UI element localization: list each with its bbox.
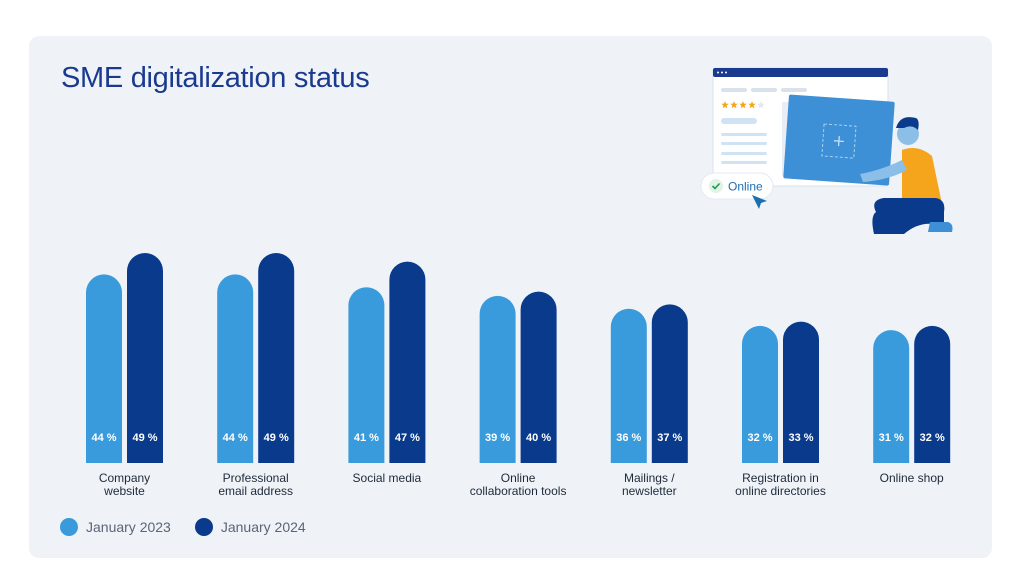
online-badge-label: Online <box>728 180 763 194</box>
legend-swatch-2024 <box>194 518 213 536</box>
bar-value-label-2023-6: 31 % <box>879 432 904 444</box>
legend-item-2024: January 2024 <box>194 518 306 536</box>
star-icon <box>757 101 765 109</box>
bar-2024-5 <box>783 321 819 463</box>
bar-value-label-2024-3: 40 % <box>526 432 551 444</box>
star-icon <box>748 101 756 109</box>
bar-value-label-2023-1: 44 % <box>223 432 248 444</box>
star-icon <box>721 101 729 109</box>
bar-2023-2 <box>348 287 385 463</box>
bar-2024-4 <box>651 304 688 463</box>
legend-label-2024: January 2024 <box>220 519 306 535</box>
bar-2024-2 <box>389 261 426 463</box>
bar-2024-0 <box>127 253 163 463</box>
category-label-4: Mailings / newsletter <box>621 471 677 498</box>
category-label-0: Company website <box>98 471 151 498</box>
category-label-3: Online collaboration tools <box>469 471 567 498</box>
bar-value-label-2024-4: 37 % <box>657 432 682 444</box>
bar-value-label-2023-3: 39 % <box>485 432 510 444</box>
person-figure <box>902 148 942 204</box>
online-badge <box>700 172 774 200</box>
bar-value-label-2023-4: 36 % <box>616 432 641 444</box>
bar-value-label-2024-1: 49 % <box>264 432 289 444</box>
cursor-arrow-icon <box>752 195 767 209</box>
bar-2023-1 <box>217 274 254 463</box>
bar-2023-6 <box>873 330 910 463</box>
star-icon <box>739 101 747 109</box>
category-label-6: Online shop <box>879 471 944 485</box>
bar-value-label-2023-2: 41 % <box>354 432 379 444</box>
check-icon <box>709 179 723 193</box>
legend-item-2023: January 2023 <box>60 518 171 536</box>
category-label-1: Professional email address <box>218 471 294 498</box>
chart-legend: January 2023 January 2024 <box>60 518 330 536</box>
category-label-2: Social media <box>352 471 422 485</box>
legend-swatch-2023 <box>60 518 78 536</box>
bar-value-label-2024-5: 33 % <box>788 432 813 444</box>
legend-label-2023: January 2023 <box>86 519 171 535</box>
online-presence-illustration: Online <box>700 67 953 234</box>
bar-value-label-2023-5: 32 % <box>747 432 772 444</box>
rating-stars <box>721 101 765 109</box>
bar-2023-5 <box>742 325 778 463</box>
bar-2024-6 <box>914 325 951 463</box>
bar-value-label-2023-0: 44 % <box>91 432 116 444</box>
bar-2023-0 <box>86 274 122 463</box>
bar-2023-4 <box>610 308 647 463</box>
category-label-5: Registration in online directories <box>735 471 826 498</box>
chart-title: SME digitalization status <box>61 62 370 94</box>
bar-value-label-2024-2: 47 % <box>395 432 420 444</box>
bar-2023-3 <box>479 295 516 463</box>
bar-value-label-2024-6: 32 % <box>920 432 945 444</box>
bar-2024-1 <box>258 253 295 463</box>
bar-value-label-2024-0: 49 % <box>132 432 157 444</box>
star-icon <box>730 101 738 109</box>
bar-2024-3 <box>520 291 557 463</box>
browser-titlebar <box>713 68 888 77</box>
